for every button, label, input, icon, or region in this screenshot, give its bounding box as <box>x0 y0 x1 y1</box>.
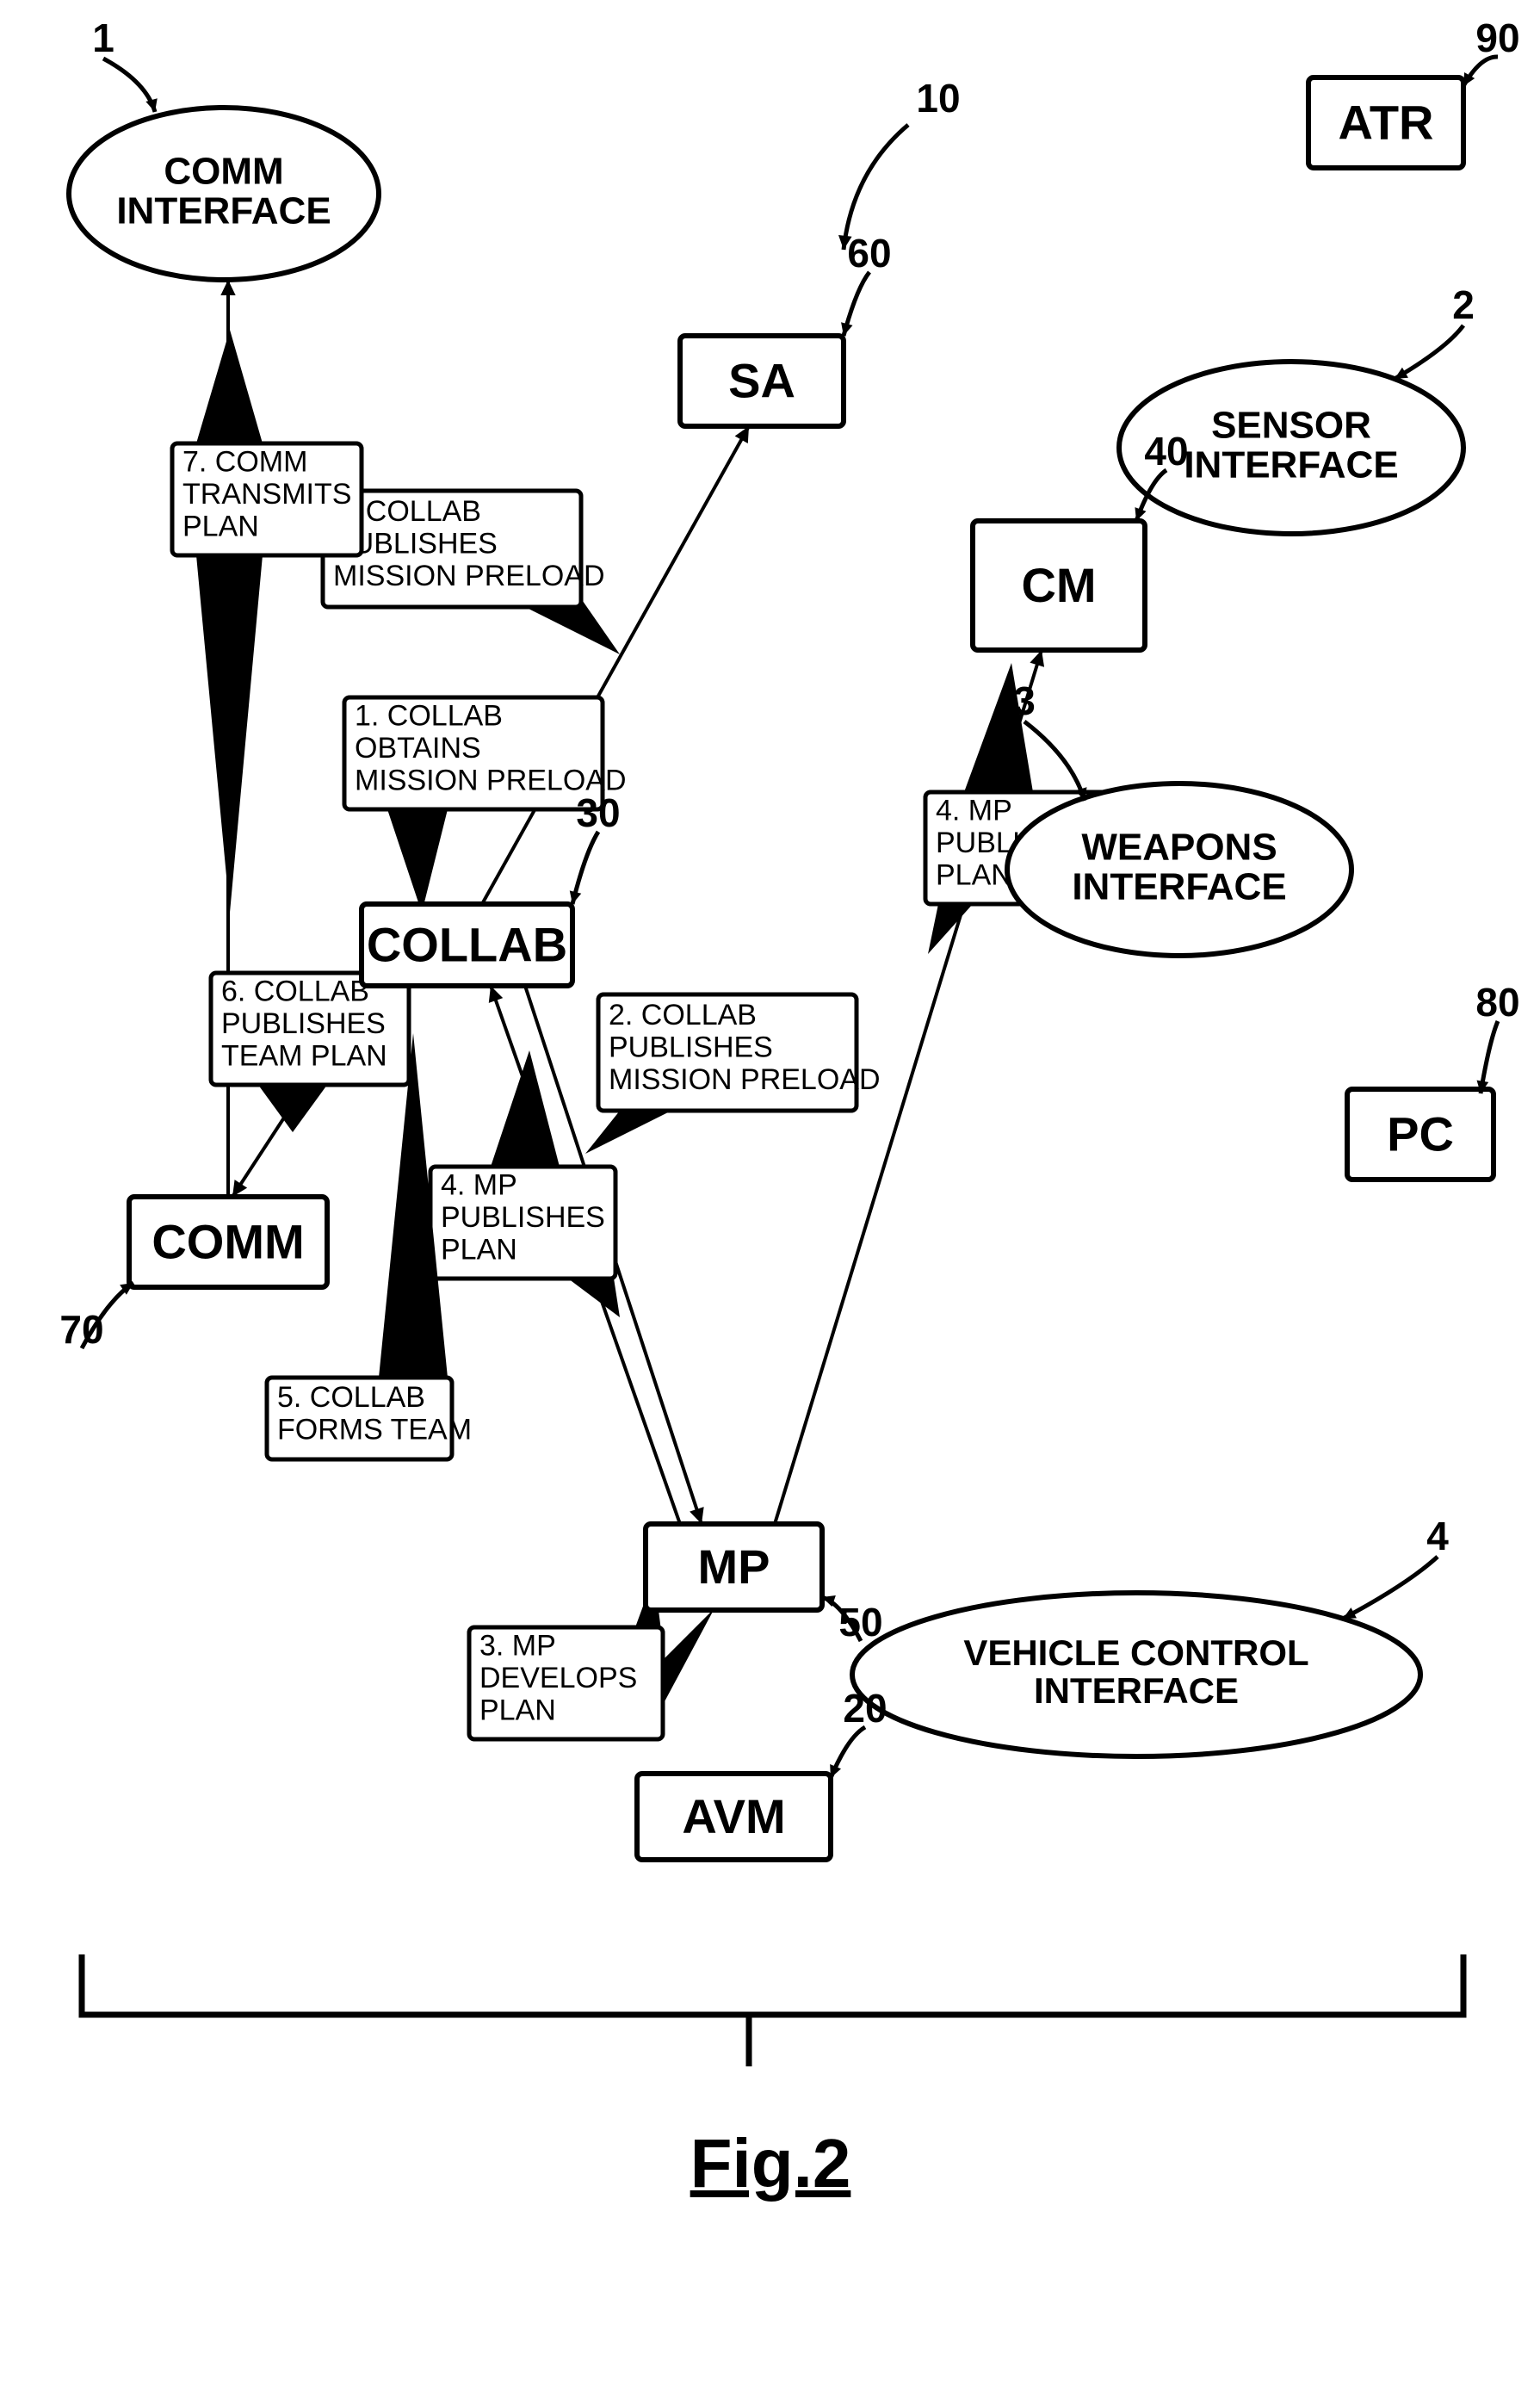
c6-line0: 6. COLLAB <box>221 976 369 1008</box>
c2b-line0: 2. COLLAB <box>609 999 757 1031</box>
comm_interface-label1: INTERFACE <box>116 190 331 232</box>
c4b-line2: PLAN <box>936 859 1012 892</box>
sensor_interface-label1: INTERFACE <box>1184 444 1398 486</box>
c4a-tail <box>491 1050 560 1167</box>
c7-line2: PLAN <box>182 511 259 543</box>
c2a-line2: MISSION PRELOAD <box>333 560 605 592</box>
bottom-bracket <box>82 1954 1463 2015</box>
vehicle_control-label0: VEHICLE CONTROL <box>963 1632 1308 1673</box>
c4a-line1: PUBLISHES <box>441 1201 605 1234</box>
avm-label: AVM <box>682 1789 785 1843</box>
c4a-line2: PLAN <box>441 1234 517 1267</box>
vehicle_control-ref-leader <box>1343 1557 1438 1619</box>
weapons_interface-ref: 3 <box>1013 678 1036 723</box>
comm_interface-label0: COMM <box>164 151 283 193</box>
weapons_interface-label1: INTERFACE <box>1072 866 1286 908</box>
c1-line0: 1. COLLAB <box>355 700 503 733</box>
c1-tail <box>387 809 448 913</box>
c7-line0: 7. COMM <box>182 446 307 479</box>
c2b-line1: PUBLISHES <box>609 1031 773 1064</box>
weapons_interface-ref-leader <box>1024 722 1085 801</box>
comm_interface-ref: 1 <box>92 15 114 60</box>
comm_interface-ref-leader <box>103 59 155 112</box>
c4b-line0: 4. MP <box>936 795 1012 827</box>
pc-ref: 80 <box>1475 980 1519 1025</box>
c3-tail <box>663 1608 714 1705</box>
avm-ref: 20 <box>843 1686 887 1731</box>
collab-ref: 30 <box>576 790 620 835</box>
mp-label: MP <box>698 1539 770 1594</box>
c3-line1: DEVELOPS <box>479 1662 637 1694</box>
c6-tail <box>258 1085 327 1132</box>
cm-label: CM <box>1021 558 1096 612</box>
overall-ref: 10 <box>916 76 960 121</box>
vehicle_control-ref: 4 <box>1426 1514 1449 1558</box>
c5-line1: FORMS TEAM <box>277 1413 472 1446</box>
sensor_interface-label0: SENSOR <box>1211 405 1371 447</box>
figure-label: Fig.2 <box>690 2125 851 2202</box>
c3-line2: PLAN <box>479 1694 556 1727</box>
collab-label: COLLAB <box>367 917 567 971</box>
sa-ref: 60 <box>847 231 891 276</box>
vehicle_control-label1: INTERFACE <box>1034 1670 1239 1711</box>
c7-line1: TRANSMITS <box>182 478 351 511</box>
c6-line2: TEAM PLAN <box>221 1040 387 1073</box>
c4a-line0: 4. MP <box>441 1169 517 1202</box>
c7-tail <box>196 330 263 443</box>
c2b-line2: MISSION PRELOAD <box>609 1063 881 1096</box>
c1-line1: OBTAINS <box>355 732 481 765</box>
cm-ref: 40 <box>1144 429 1188 474</box>
sa-label: SA <box>728 353 795 407</box>
sensor_interface-ref: 2 <box>1452 282 1475 327</box>
comm-label: COMM <box>152 1214 304 1268</box>
c5-line0: 5. COLLAB <box>277 1381 425 1414</box>
sensor_interface-ref-leader <box>1395 325 1463 379</box>
atr-label: ATR <box>1339 95 1434 149</box>
c7-tail <box>196 555 263 913</box>
c2b-tail <box>585 1111 671 1154</box>
c3-line0: 3. MP <box>479 1630 556 1663</box>
atr-ref: 90 <box>1475 15 1519 60</box>
c6-line1: PUBLISHES <box>221 1007 386 1040</box>
pc-label: PC <box>1387 1106 1454 1161</box>
weapons_interface-label0: WEAPONS <box>1081 827 1277 869</box>
